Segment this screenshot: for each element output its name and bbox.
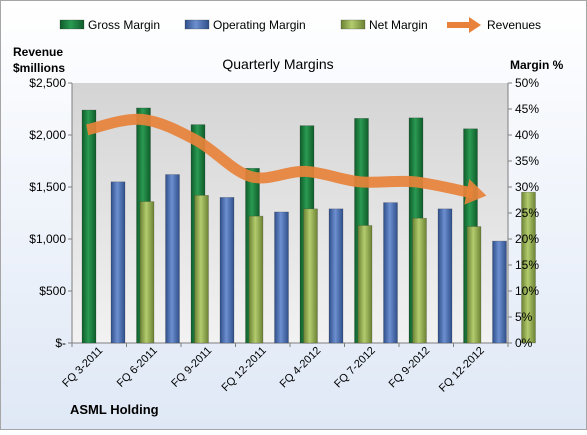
company-name: ASML Holding <box>70 402 159 417</box>
right-axis-label: Margin % <box>510 58 564 72</box>
bar-net-margin <box>139 201 155 344</box>
left-tick-label: $2,000 <box>29 128 66 142</box>
bar-operating-margin <box>383 202 398 344</box>
right-tick-label: 15% <box>515 258 539 272</box>
left-tick-label: $2,500 <box>29 76 66 90</box>
bar-operating-margin <box>492 240 507 344</box>
bar-operating-margin <box>437 208 453 344</box>
left-tick-label: $- <box>55 336 66 350</box>
bars <box>81 107 536 344</box>
right-tick-label: 10% <box>515 284 539 298</box>
bar-gross-margin <box>81 109 97 344</box>
legend-label-revenues: Revenues <box>487 18 541 32</box>
legend-label-operating-margin: Operating Margin <box>213 18 306 32</box>
revenue-line <box>85 113 487 205</box>
bar-net-margin <box>303 208 318 344</box>
revenue-line-path <box>85 113 475 199</box>
right-tick-label: 25% <box>515 206 539 220</box>
right-tick-label: 0% <box>515 336 533 350</box>
bar-net-margin <box>412 217 427 344</box>
legend-label-gross-margin: Gross Margin <box>88 18 160 32</box>
legend-label-net-margin: Net Margin <box>369 18 428 32</box>
left-axis-label-line1: Revenue <box>13 45 63 59</box>
left-axis-label-line2: $millions <box>13 61 65 75</box>
right-tick-label: 5% <box>515 310 533 324</box>
left-tick-label: $1,500 <box>29 180 66 194</box>
right-tick-label: 20% <box>515 232 539 246</box>
bar-operating-margin <box>274 211 289 344</box>
right-tick-label: 30% <box>515 180 539 194</box>
legend: Gross Margin Operating Margin Net Margin Re… <box>59 17 541 33</box>
bar-operating-margin <box>219 197 235 344</box>
bar-operating-margin <box>165 174 180 344</box>
bar-net-margin <box>194 195 209 344</box>
right-tick-label: 40% <box>515 128 539 142</box>
left-tick-label: $1,000 <box>29 232 66 246</box>
legend-swatch-net-margin <box>340 19 366 30</box>
chart-title: Quarterly Margins <box>222 56 333 72</box>
bar-net-margin <box>466 226 482 344</box>
legend-swatch-operating-margin <box>184 19 210 30</box>
right-tick-label: 35% <box>515 154 539 168</box>
bar-net-margin <box>248 215 264 344</box>
left-tick-label: $500 <box>39 284 66 298</box>
bar-net-margin <box>521 191 536 344</box>
right-tick-label: 50% <box>515 76 539 90</box>
bar-net-margin <box>357 225 373 344</box>
bar-operating-margin <box>110 181 126 344</box>
bar-operating-margin <box>328 208 344 344</box>
revenue-arrowhead <box>464 179 487 205</box>
right-tick-label: 45% <box>515 102 539 116</box>
legend-swatch-gross-margin <box>59 19 85 30</box>
legend-arrowhead-revenues <box>469 17 481 33</box>
